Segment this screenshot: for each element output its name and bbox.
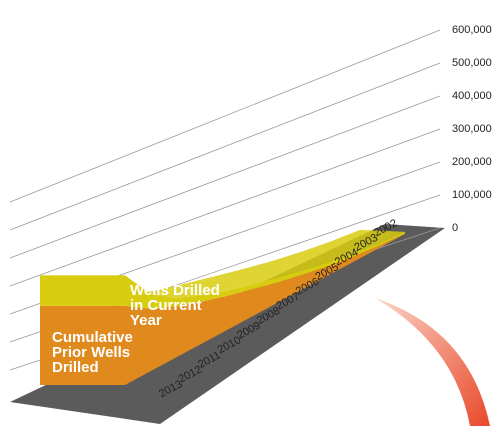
y-tick-label: 600,000 — [452, 24, 492, 36]
y-tick-label: 200,000 — [452, 156, 492, 168]
y-tick-label: 0 — [452, 222, 458, 234]
y-tick-label: 100,000 — [452, 189, 492, 201]
y-tick-label: 400,000 — [452, 90, 492, 102]
area-side — [125, 233, 405, 385]
front-face — [40, 275, 125, 306]
y-tick-label: 500,000 — [452, 57, 492, 69]
grid-line — [9, 29, 441, 203]
front-face — [40, 305, 125, 385]
grid-line — [9, 95, 441, 259]
area-side — [125, 231, 405, 309]
decor-swoosh — [375, 298, 490, 426]
y-tick-label: 300,000 — [452, 123, 492, 135]
grid-line — [9, 62, 441, 231]
series-label: Cumulative Prior Wells Drilled — [52, 329, 133, 376]
grid-line — [9, 128, 441, 287]
series-label: Wells Drilled in Current Year — [130, 282, 220, 329]
